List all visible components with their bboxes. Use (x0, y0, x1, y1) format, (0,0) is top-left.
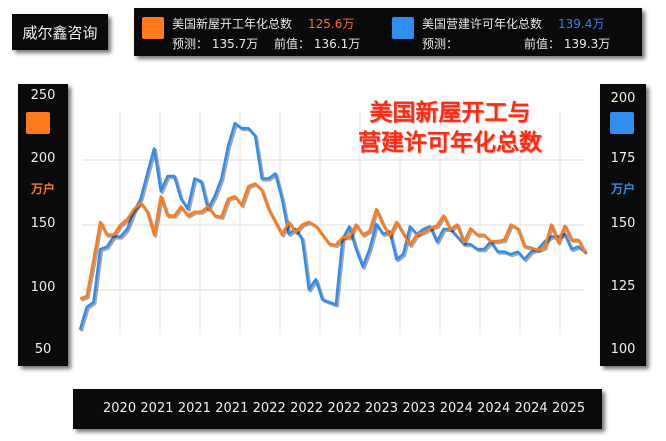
right-tick-label: 175 (610, 151, 636, 166)
x-tick-label: 2023 (364, 401, 398, 416)
legend-starts-forecast-value: 135.7万 (211, 37, 259, 51)
x-tick-label: 2021 (140, 401, 174, 416)
x-tick-label: 2023 (402, 401, 436, 416)
x-tick-label: 2020 (103, 401, 137, 416)
series-shadow-starts (80, 183, 588, 302)
left-axis-unit: 万户 (30, 182, 55, 196)
legend-permits-prev-label: 前值： (524, 37, 561, 51)
left-tick-label: 200 (30, 151, 56, 166)
right-tick-label: 200 (610, 91, 636, 106)
series-line-starts (79, 182, 587, 301)
series-line-permits (78, 121, 586, 331)
legend-swatch-permits (392, 17, 414, 39)
legend-permits-forecast-label: 预测： (422, 37, 459, 51)
left-tick-label: 100 (30, 280, 56, 295)
left-tick-label: 50 (34, 342, 52, 357)
legend-permits-prev-value: 139.3万 (563, 37, 611, 51)
legend-starts-prev-label: 前值： (274, 37, 311, 51)
x-tick-label: 2021 (177, 401, 211, 416)
x-tick-label: 2024 (477, 401, 511, 416)
chart-title-line-2: 营建许可年化总数 (358, 130, 542, 156)
chart-title-line-1: 美国新屋开工与 (369, 100, 531, 126)
legend-item-permits: 美国营建许可年化总数 139.4万 预测： 前值： 139.3万 (392, 8, 637, 56)
legend-permits-name: 美国营建许可年化总数 (422, 17, 543, 31)
left-tick-label: 250 (30, 88, 56, 103)
left-axis-swatch (26, 112, 50, 134)
x-tick-label: 2025 (552, 401, 586, 416)
legend-starts-prev-value: 136.1万 (313, 37, 361, 51)
legend-starts-latest: 125.6万 (308, 17, 355, 31)
legend-item-starts: 美国新屋开工年化总数 125.6万 预测： 135.7万 前值： 136.1万 (142, 8, 382, 56)
x-axis-panel: 2020 2021 2021 2021 2022 2022 2022 2023 2023 2024… (73, 389, 602, 429)
right-tick-label: 150 (610, 216, 636, 231)
legend-permits-latest: 139.4万 (558, 17, 605, 31)
right-tick-label: 100 (610, 342, 636, 357)
left-axis-panel: 250 200 万户 150 100 50 (18, 84, 68, 366)
right-axis-panel: 200 175 万户 150 125 100 (600, 84, 646, 366)
x-tick-label: 2022 (290, 401, 324, 416)
x-tick-label: 2024 (439, 401, 473, 416)
brand-label: 威尔鑫咨询 (12, 14, 108, 50)
x-tick-label: 2024 (514, 401, 548, 416)
right-axis-unit: 万户 (610, 182, 635, 196)
legend-swatch-starts (142, 17, 164, 39)
legend-starts-name: 美国新屋开工年化总数 (172, 17, 293, 31)
x-tick-label: 2022 (327, 401, 361, 416)
x-tick-label: 2021 (215, 401, 249, 416)
right-axis-swatch (610, 112, 634, 134)
x-tick-label: 2022 (252, 401, 286, 416)
legend-starts-forecast-label: 预测： (172, 37, 209, 51)
left-tick-label: 150 (30, 216, 56, 231)
chart-title: 美国新屋开工与 营建许可年化总数 (330, 98, 570, 158)
right-tick-label: 125 (610, 279, 636, 294)
legend-panel: 美国新屋开工年化总数 125.6万 预测： 135.7万 前值： 136.1万 美… (134, 8, 642, 56)
